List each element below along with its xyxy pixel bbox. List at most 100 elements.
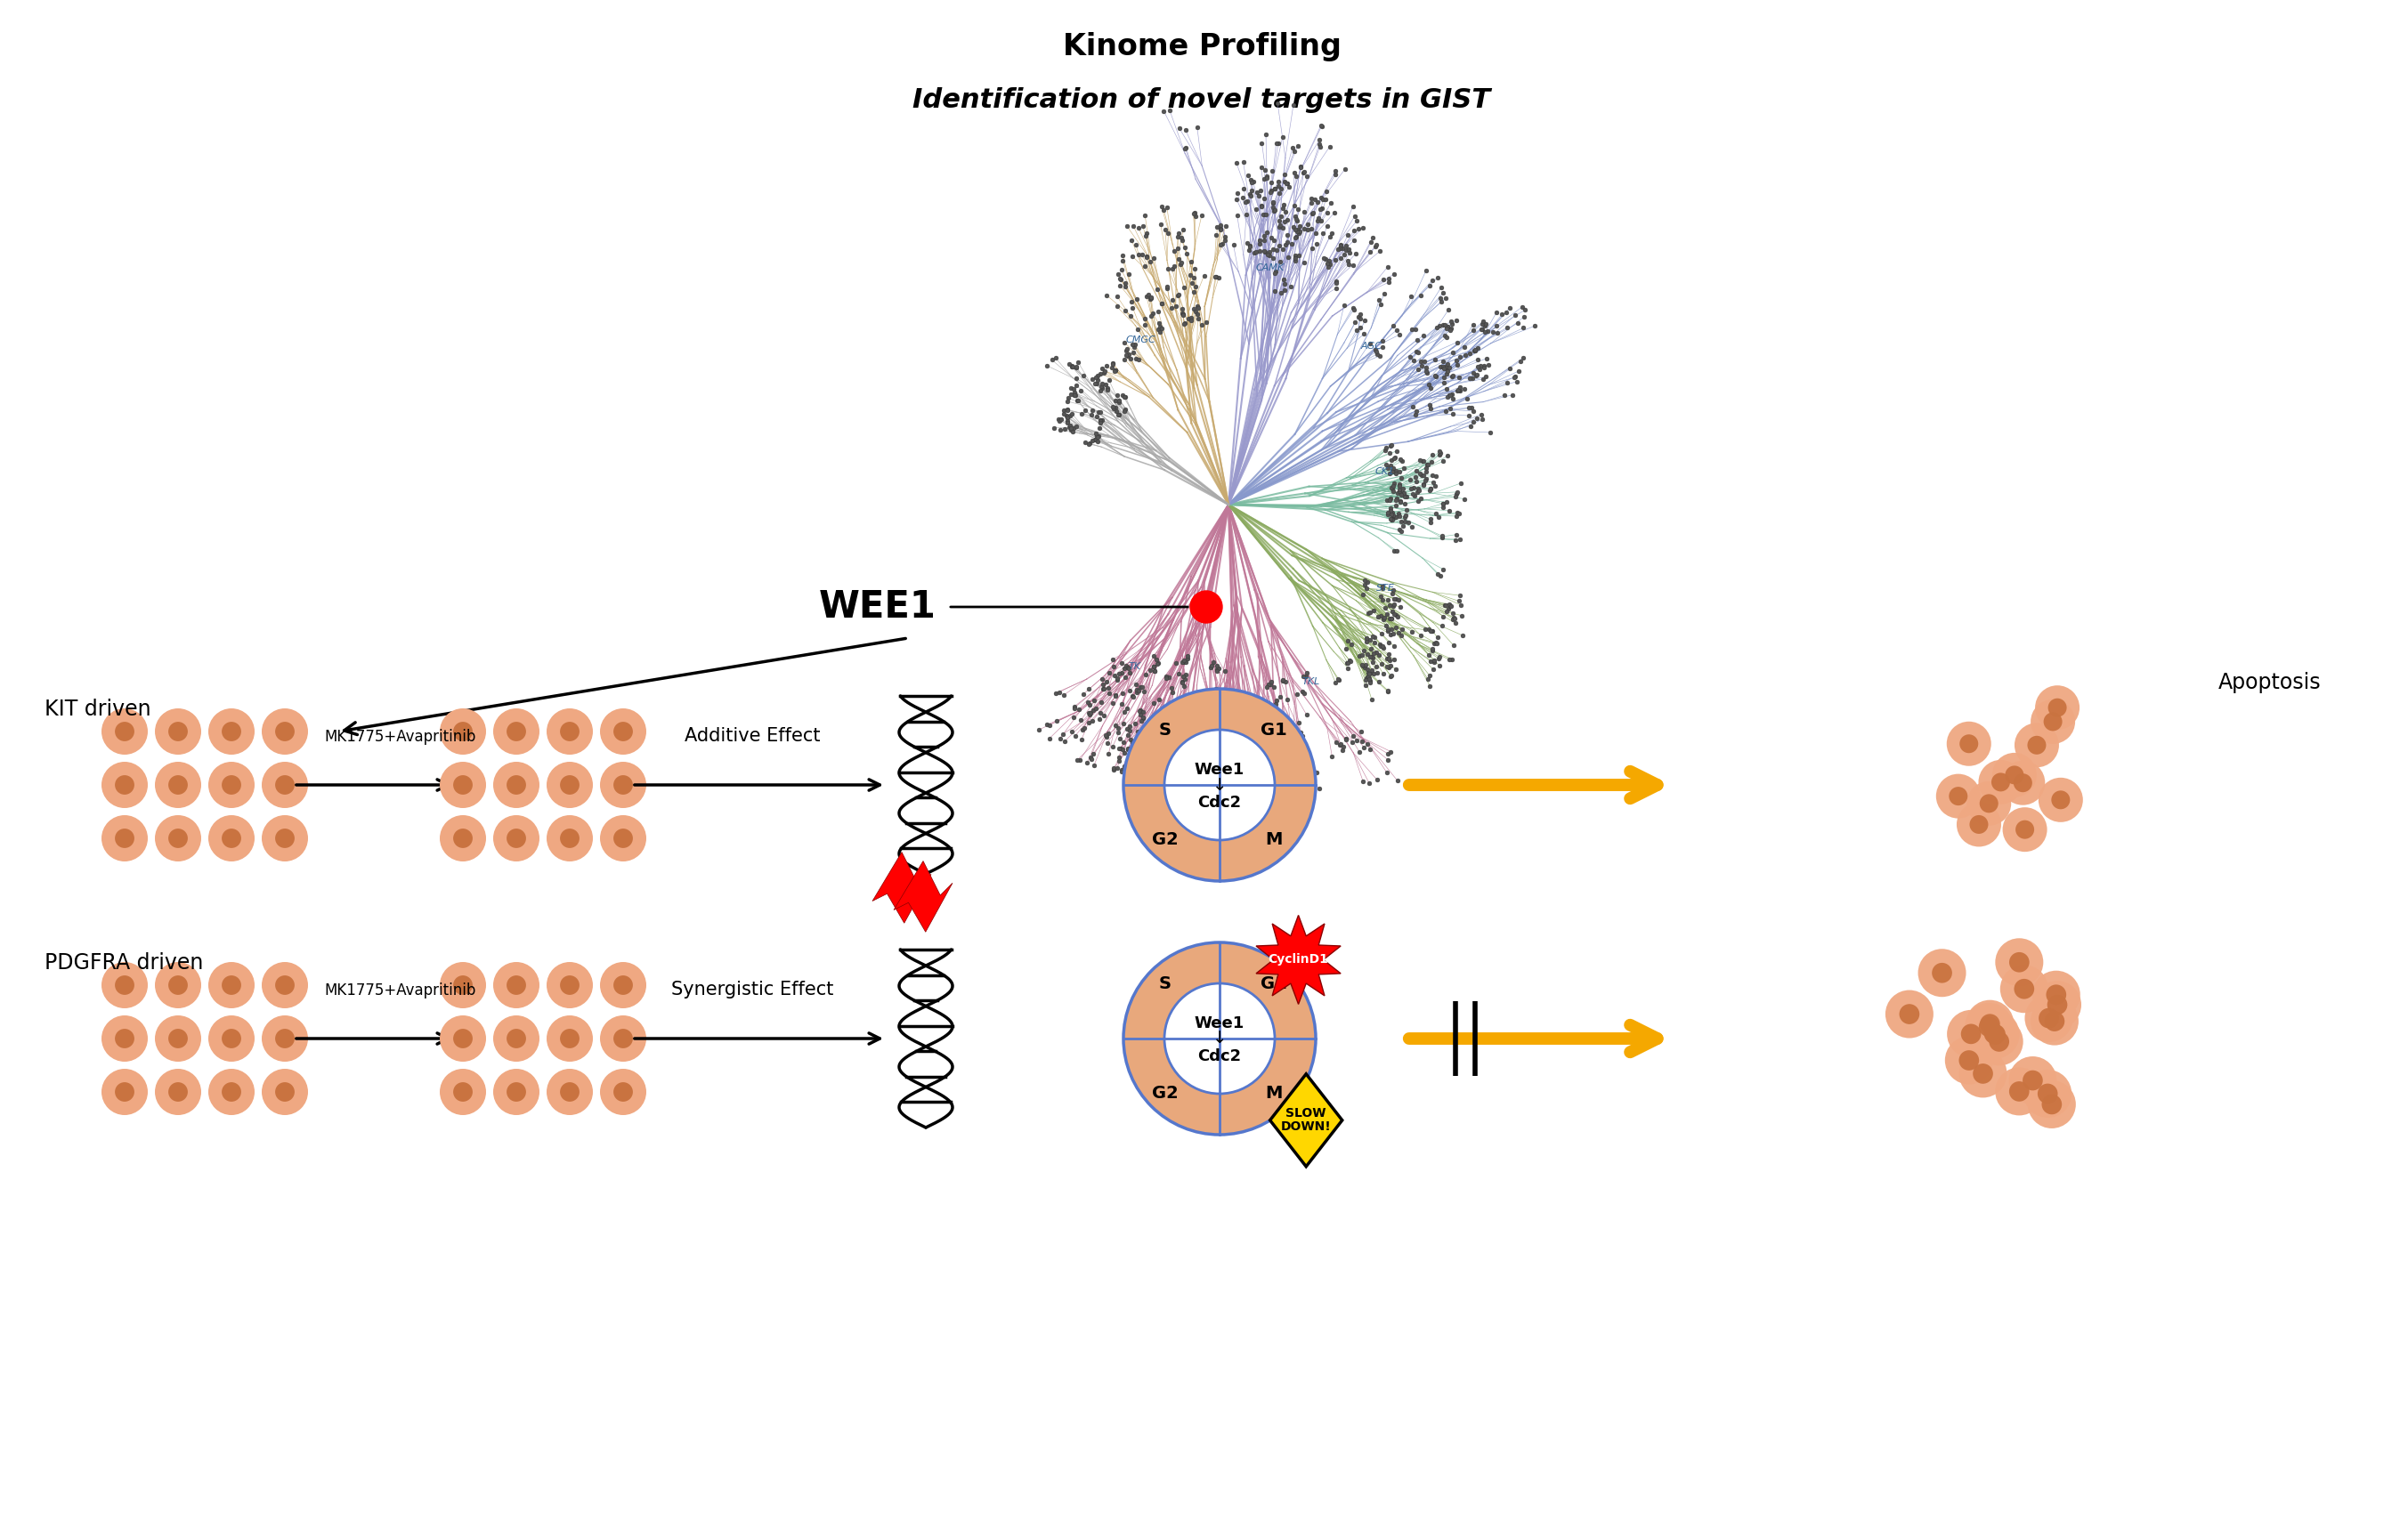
Circle shape — [547, 963, 592, 1008]
Circle shape — [1984, 1024, 2003, 1044]
Text: MK1775+Avapritinib: MK1775+Avapritinib — [325, 729, 477, 744]
Circle shape — [1125, 943, 1315, 1135]
Circle shape — [222, 1082, 241, 1102]
Circle shape — [1991, 753, 2037, 798]
Circle shape — [561, 828, 580, 848]
Circle shape — [222, 975, 241, 995]
Circle shape — [2032, 981, 2081, 1028]
Circle shape — [275, 975, 294, 995]
Circle shape — [1946, 1036, 1994, 1085]
Circle shape — [1931, 963, 1953, 983]
Circle shape — [453, 975, 472, 995]
Circle shape — [116, 775, 135, 795]
Circle shape — [2003, 807, 2047, 851]
Circle shape — [441, 762, 486, 808]
Circle shape — [506, 1028, 525, 1048]
Circle shape — [547, 709, 592, 755]
Circle shape — [494, 963, 539, 1008]
Text: CMGC: CMGC — [1125, 335, 1156, 344]
Circle shape — [2030, 998, 2078, 1045]
Circle shape — [1958, 1050, 2006, 1097]
Circle shape — [600, 709, 645, 755]
Circle shape — [275, 1082, 294, 1102]
Circle shape — [1996, 938, 2044, 986]
Text: M: M — [1267, 1085, 1283, 1102]
Circle shape — [561, 775, 580, 795]
Circle shape — [506, 721, 525, 741]
Text: Additive Effect: Additive Effect — [684, 727, 821, 744]
Text: WEE1: WEE1 — [819, 588, 937, 625]
Polygon shape — [872, 853, 932, 923]
Circle shape — [154, 709, 202, 755]
Circle shape — [2023, 1070, 2071, 1117]
Circle shape — [116, 1028, 135, 1048]
Circle shape — [2013, 773, 2032, 792]
Circle shape — [453, 1028, 472, 1048]
Text: Cdc2: Cdc2 — [1197, 1048, 1243, 1065]
Circle shape — [1958, 1050, 1979, 1071]
Text: G1: G1 — [1262, 723, 1288, 740]
Circle shape — [600, 1068, 645, 1115]
Circle shape — [209, 762, 255, 808]
Circle shape — [222, 1028, 241, 1048]
Text: ↓: ↓ — [1211, 1030, 1226, 1047]
Circle shape — [209, 1016, 255, 1062]
Circle shape — [1948, 1010, 1996, 1057]
Circle shape — [600, 963, 645, 1008]
Text: Wee1: Wee1 — [1194, 1016, 1245, 1031]
Circle shape — [116, 1082, 135, 1102]
Text: ↓: ↓ — [1211, 776, 1226, 793]
Circle shape — [506, 1082, 525, 1102]
Text: PDGFRA driven: PDGFRA driven — [43, 952, 202, 973]
Circle shape — [169, 721, 188, 741]
Text: Wee1: Wee1 — [1194, 762, 1245, 778]
Circle shape — [262, 963, 308, 1008]
Circle shape — [116, 721, 135, 741]
Circle shape — [1919, 949, 1965, 996]
Text: KIT driven: KIT driven — [43, 698, 152, 720]
Circle shape — [1885, 990, 1934, 1038]
Circle shape — [561, 1082, 580, 1102]
Text: S: S — [1158, 975, 1170, 993]
Circle shape — [1970, 814, 1989, 834]
Circle shape — [1960, 1024, 1982, 1044]
Circle shape — [614, 1082, 633, 1102]
Circle shape — [222, 721, 241, 741]
Circle shape — [1960, 735, 1979, 753]
Circle shape — [2037, 1083, 2059, 1103]
Polygon shape — [1257, 915, 1341, 1004]
Circle shape — [154, 762, 202, 808]
Circle shape — [154, 963, 202, 1008]
Circle shape — [2001, 761, 2044, 805]
Circle shape — [222, 775, 241, 795]
Circle shape — [101, 1016, 147, 1062]
Circle shape — [494, 762, 539, 808]
Circle shape — [116, 828, 135, 848]
Circle shape — [209, 1068, 255, 1115]
Text: Identification of novel targets in GIST: Identification of novel targets in GIST — [913, 87, 1491, 113]
Circle shape — [2015, 821, 2035, 839]
Circle shape — [154, 1068, 202, 1115]
Circle shape — [1125, 689, 1315, 882]
Circle shape — [262, 1016, 308, 1062]
Circle shape — [1967, 781, 2011, 825]
Circle shape — [1190, 591, 1223, 623]
Circle shape — [2013, 979, 2035, 999]
Text: G1: G1 — [1262, 975, 1288, 993]
Circle shape — [506, 975, 525, 995]
Circle shape — [116, 975, 135, 995]
Circle shape — [2040, 778, 2083, 822]
Text: AGC: AGC — [1361, 341, 1382, 350]
Circle shape — [600, 762, 645, 808]
Text: MK1775+Avapritinib: MK1775+Avapritinib — [325, 983, 477, 998]
Circle shape — [2042, 1094, 2061, 1114]
Circle shape — [101, 963, 147, 1008]
Circle shape — [101, 762, 147, 808]
Circle shape — [2040, 1008, 2059, 1028]
Circle shape — [1991, 773, 2011, 792]
Circle shape — [600, 1016, 645, 1062]
Circle shape — [2023, 1070, 2042, 1091]
Circle shape — [209, 814, 255, 862]
Circle shape — [1996, 1068, 2044, 1115]
Circle shape — [169, 828, 188, 848]
